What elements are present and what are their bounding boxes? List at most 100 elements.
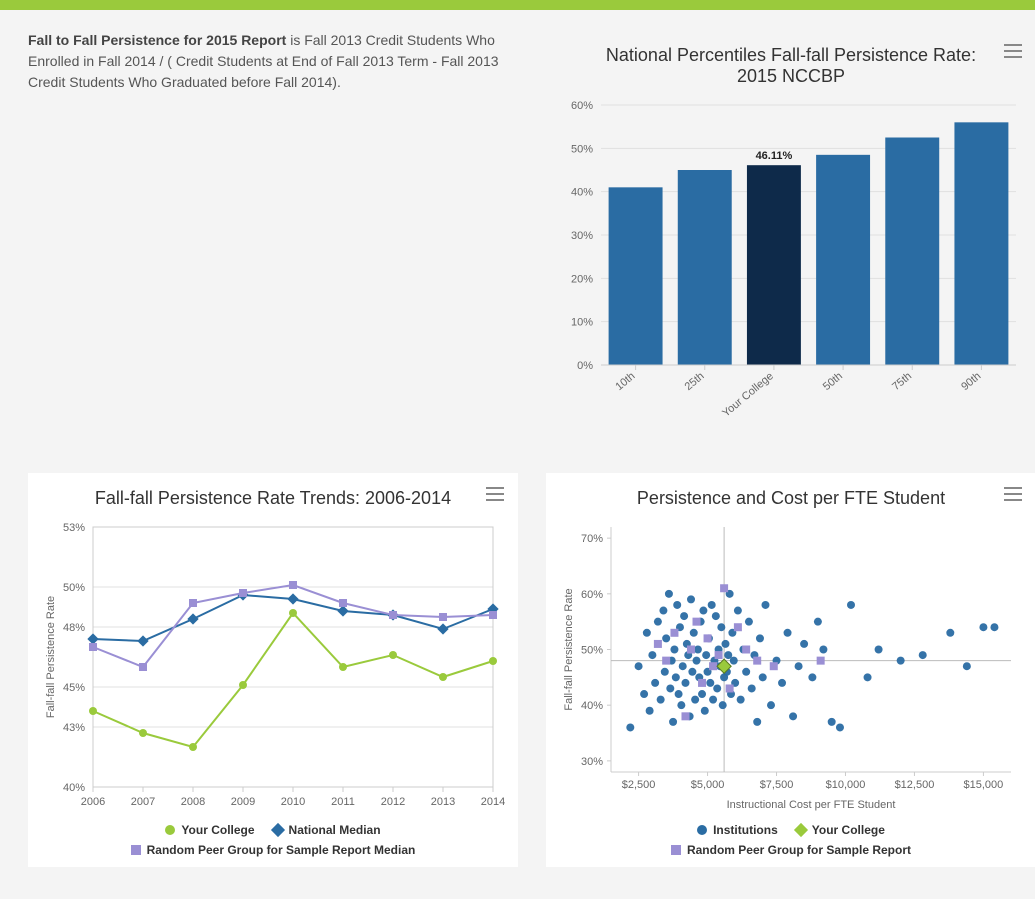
scatter-point-institution[interactable] (688, 668, 696, 676)
scatter-point-peer[interactable] (654, 640, 662, 648)
line-point[interactable] (239, 681, 247, 689)
scatter-point-institution[interactable] (690, 629, 698, 637)
scatter-point-institution[interactable] (979, 623, 987, 631)
line-point[interactable] (137, 635, 148, 646)
scatter-point-institution[interactable] (737, 696, 745, 704)
scatter-point-peer[interactable] (726, 684, 734, 692)
scatter-point-institution[interactable] (665, 590, 673, 598)
line-point[interactable] (287, 593, 298, 604)
scatter-point-institution[interactable] (687, 595, 695, 603)
scatter-point-institution[interactable] (635, 662, 643, 670)
scatter-point-peer[interactable] (817, 657, 825, 665)
scatter-point-peer[interactable] (753, 657, 761, 665)
scatter-point-institution[interactable] (702, 651, 710, 659)
scatter-point-peer[interactable] (742, 646, 750, 654)
scatter-point-institution[interactable] (709, 696, 717, 704)
scatter-point-institution[interactable] (698, 690, 706, 698)
scatter-point-institution[interactable] (814, 618, 822, 626)
line-point[interactable] (389, 651, 397, 659)
scatter-point-peer[interactable] (720, 584, 728, 592)
bar[interactable] (609, 187, 663, 365)
scatter-point-institution[interactable] (651, 679, 659, 687)
scatter-point-institution[interactable] (681, 679, 689, 687)
line-point[interactable] (89, 643, 97, 651)
scatter-point-institution[interactable] (761, 601, 769, 609)
scatter-point-institution[interactable] (828, 718, 836, 726)
scatter-point-institution[interactable] (659, 607, 667, 615)
scatter-point-peer[interactable] (704, 634, 712, 642)
legend-item[interactable]: Random Peer Group for Sample Report Medi… (131, 843, 416, 857)
scatter-point-peer[interactable] (693, 618, 701, 626)
scatter-point-institution[interactable] (646, 707, 654, 715)
scatter-point-institution[interactable] (713, 684, 721, 692)
scatter-point-peer[interactable] (715, 651, 723, 659)
scatter-point-institution[interactable] (819, 646, 827, 654)
bar[interactable] (747, 165, 801, 365)
scatter-point-institution[interactable] (654, 618, 662, 626)
line-point[interactable] (139, 729, 147, 737)
scatter-point-institution[interactable] (919, 651, 927, 659)
bar[interactable] (885, 138, 939, 366)
scatter-point-institution[interactable] (742, 668, 750, 676)
scatter-point-institution[interactable] (795, 662, 803, 670)
scatter-point-institution[interactable] (897, 657, 905, 665)
line-point[interactable] (187, 613, 198, 624)
scatter-point-institution[interactable] (745, 618, 753, 626)
scatter-point-peer[interactable] (662, 657, 670, 665)
line-point[interactable] (87, 633, 98, 644)
scatter-point-institution[interactable] (963, 662, 971, 670)
scatter-point-institution[interactable] (693, 657, 701, 665)
line-point[interactable] (89, 707, 97, 715)
legend-item[interactable]: National Median (273, 823, 381, 837)
line-point[interactable] (389, 611, 397, 619)
scatter-point-institution[interactable] (719, 701, 727, 709)
scatter-point-institution[interactable] (673, 601, 681, 609)
scatter-point-institution[interactable] (675, 690, 683, 698)
line-point[interactable] (189, 599, 197, 607)
scatter-point-peer[interactable] (734, 623, 742, 631)
scatter-point-institution[interactable] (748, 684, 756, 692)
scatter-point-institution[interactable] (706, 679, 714, 687)
scatter-point-institution[interactable] (847, 601, 855, 609)
scatter-point-institution[interactable] (666, 684, 674, 692)
scatter-point-institution[interactable] (626, 723, 634, 731)
scatter-point-institution[interactable] (784, 629, 792, 637)
scatter-point-institution[interactable] (753, 718, 761, 726)
line-point[interactable] (139, 663, 147, 671)
scatter-point-institution[interactable] (767, 701, 775, 709)
scatter-point-peer[interactable] (681, 712, 689, 720)
scatter-point-institution[interactable] (717, 623, 725, 631)
chart-menu-icon[interactable] (486, 487, 504, 501)
scatter-point-institution[interactable] (648, 651, 656, 659)
line-point[interactable] (339, 663, 347, 671)
scatter-point-peer[interactable] (709, 662, 717, 670)
line-point[interactable] (239, 589, 247, 597)
legend-item[interactable]: Your College (165, 823, 254, 837)
scatter-point-institution[interactable] (699, 607, 707, 615)
scatter-point-institution[interactable] (672, 673, 680, 681)
scatter-point-institution[interactable] (836, 723, 844, 731)
scatter-point-institution[interactable] (680, 612, 688, 620)
scatter-point-institution[interactable] (721, 640, 729, 648)
line-point[interactable] (437, 623, 448, 634)
scatter-point-institution[interactable] (789, 712, 797, 720)
scatter-point-institution[interactable] (712, 612, 720, 620)
scatter-point-institution[interactable] (643, 629, 651, 637)
scatter-point-institution[interactable] (657, 696, 665, 704)
scatter-point-institution[interactable] (679, 662, 687, 670)
scatter-point-institution[interactable] (734, 607, 742, 615)
scatter-point-institution[interactable] (708, 601, 716, 609)
scatter-point-peer[interactable] (770, 662, 778, 670)
line-point[interactable] (289, 609, 297, 617)
line-point[interactable] (489, 611, 497, 619)
scatter-point-institution[interactable] (864, 673, 872, 681)
bar[interactable] (816, 155, 870, 365)
line-point[interactable] (439, 673, 447, 681)
legend-item[interactable]: Random Peer Group for Sample Report (671, 843, 911, 857)
bar[interactable] (678, 170, 732, 365)
scatter-point-institution[interactable] (730, 657, 738, 665)
legend-item[interactable]: Your College (796, 823, 885, 837)
scatter-point-institution[interactable] (778, 679, 786, 687)
scatter-point-institution[interactable] (694, 646, 702, 654)
scatter-point-peer[interactable] (670, 629, 678, 637)
